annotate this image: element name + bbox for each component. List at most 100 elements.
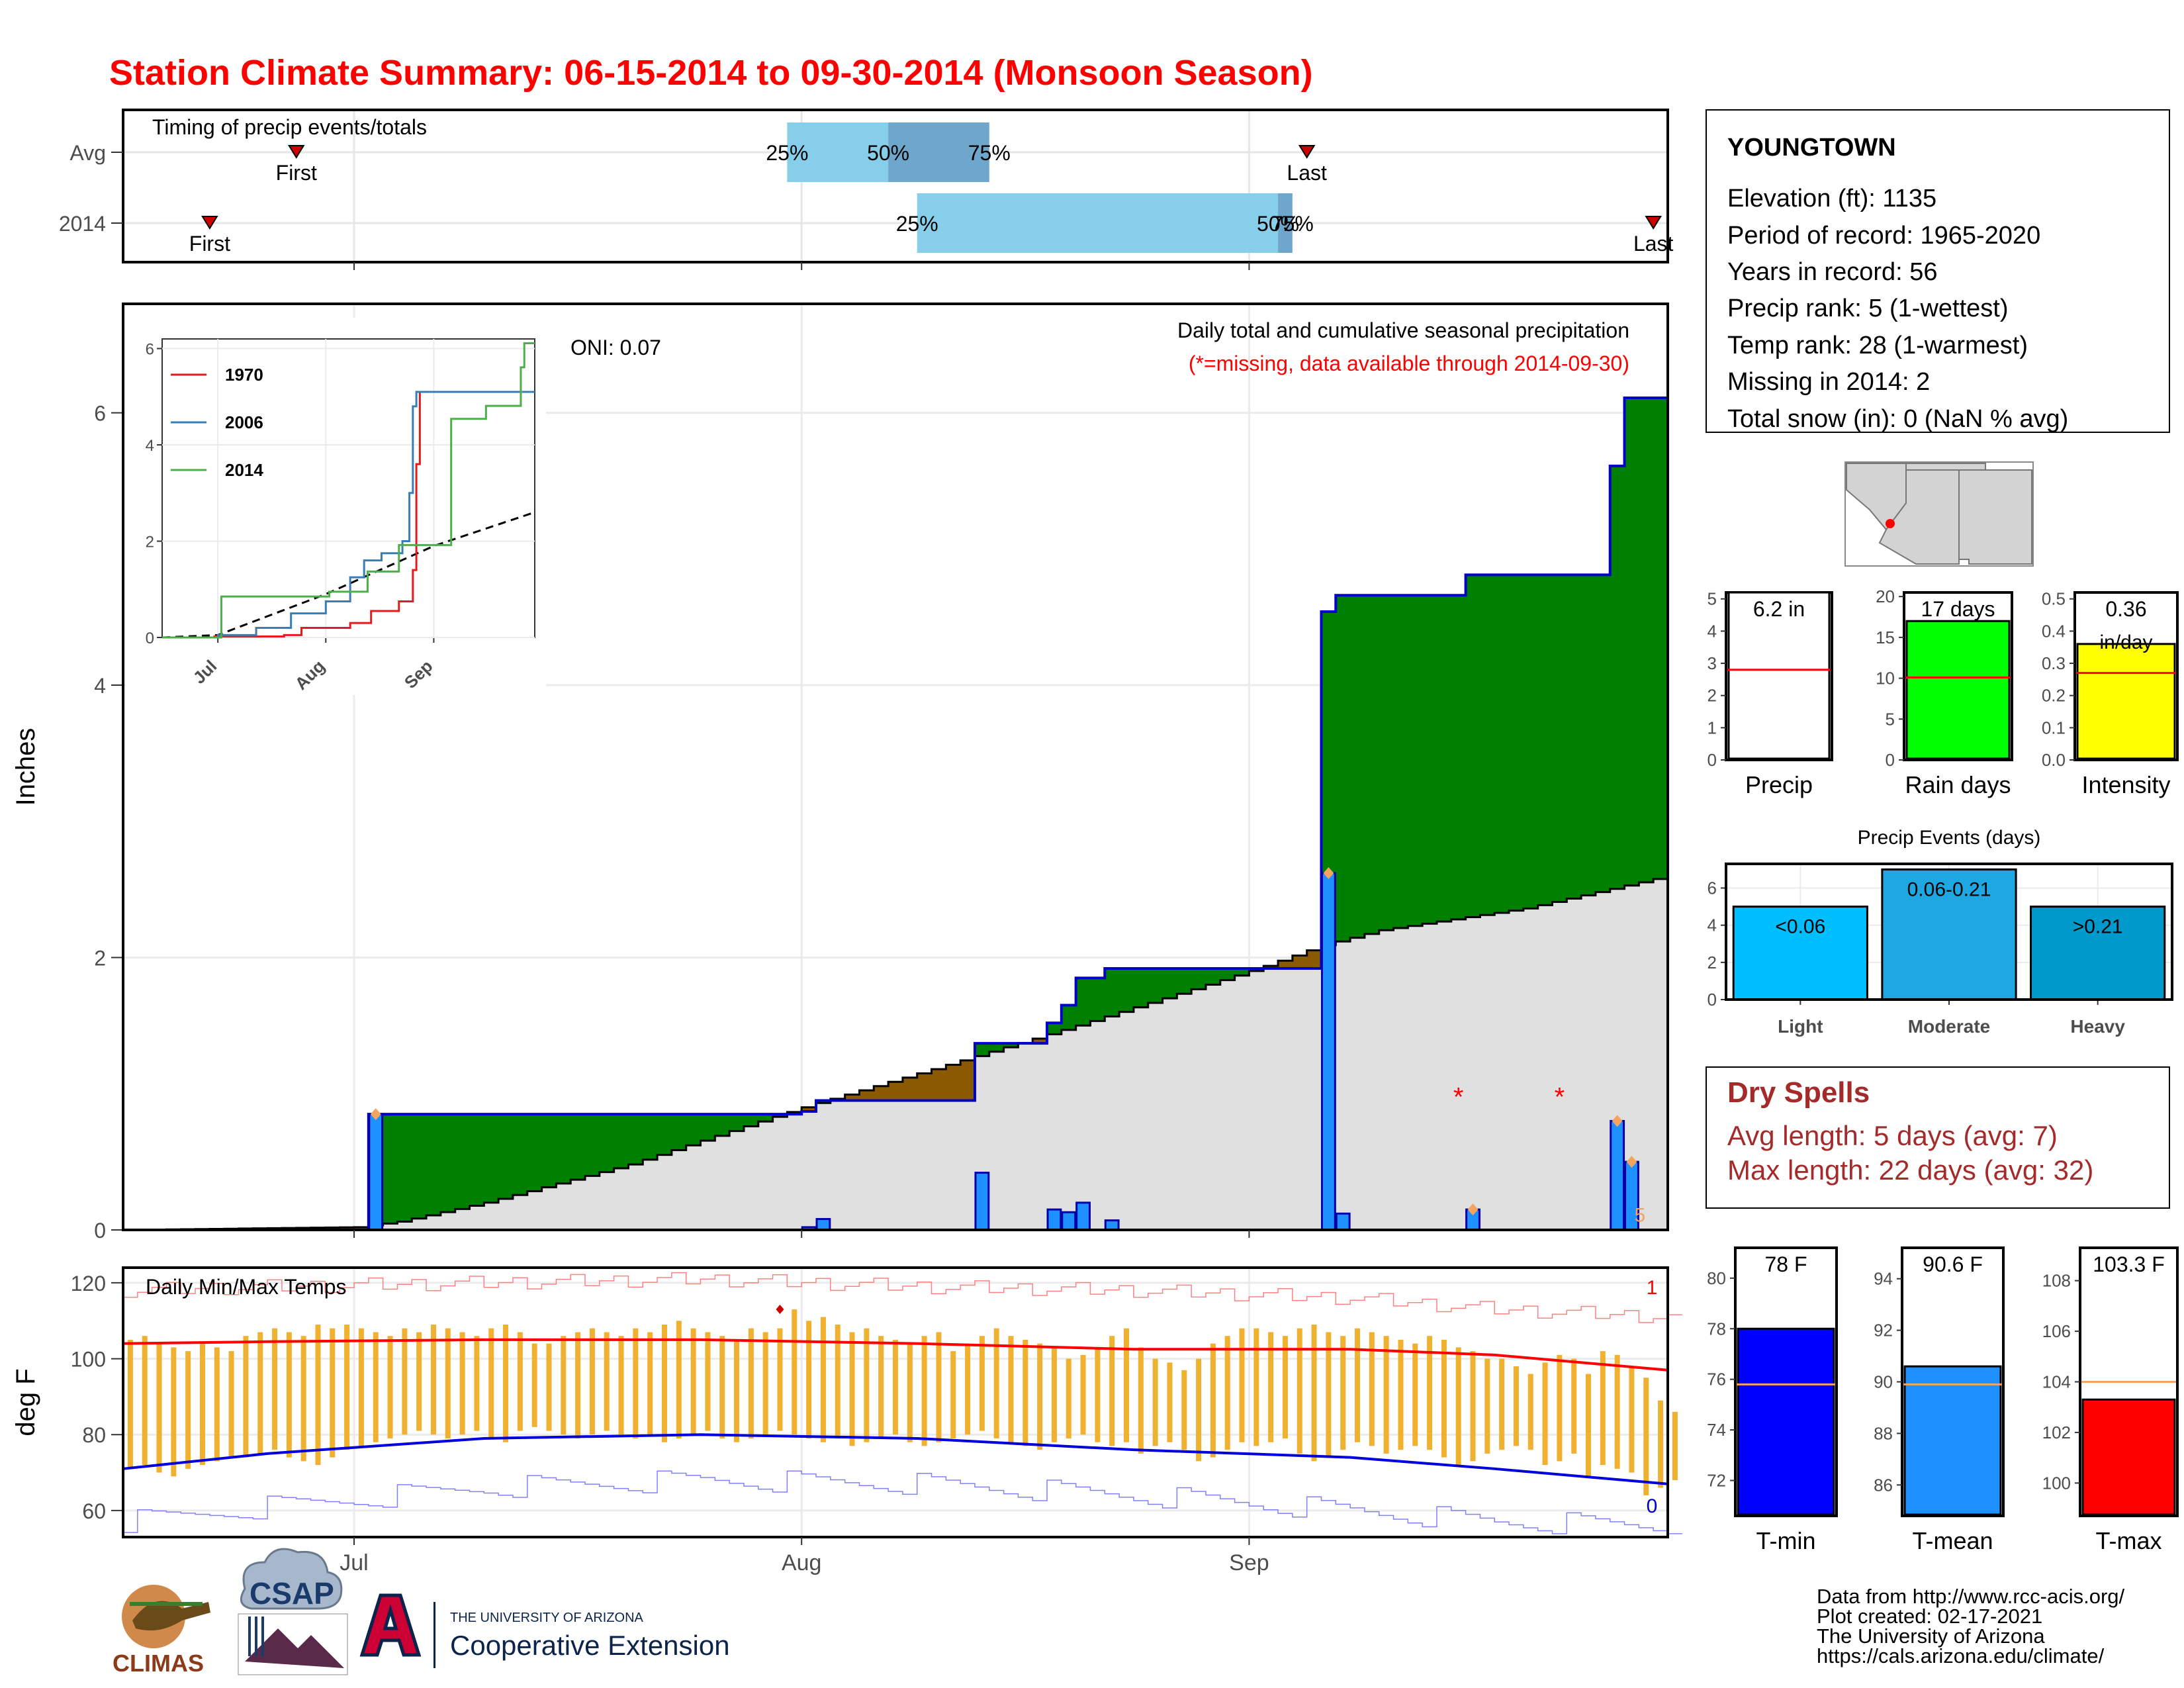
rain-days-y-tick-label: 5 (1886, 709, 1895, 729)
deficit-fill-segment (917, 1073, 933, 1101)
missing-day-marker: * (1555, 1082, 1565, 1111)
main-corner-label: 5 (1635, 1204, 1646, 1226)
map-state-nm (1958, 469, 2032, 565)
daily-temp-bar (792, 1309, 797, 1435)
climo-fill-segment (1133, 1007, 1149, 1230)
daily-precip-bar (1075, 1201, 1091, 1231)
daily-temp-bar (1586, 1374, 1592, 1477)
tmax-value-bar (2081, 1398, 2176, 1516)
deficit-fill-segment (931, 1069, 946, 1101)
inset-climatology-line (161, 511, 535, 639)
daily-temp-bar (142, 1336, 148, 1466)
climo-fill-segment (1205, 984, 1221, 1230)
tmax-y-tick-label: 108 (2042, 1271, 2071, 1291)
surplus-fill-segment (1177, 968, 1192, 994)
climo-fill-segment (1436, 921, 1452, 1230)
timing-row-label: Avg (69, 141, 106, 165)
precip-events-chart: Precip Events (days) 0 2 4 6 <0.06 Light 0.06-0… (1707, 827, 2173, 1037)
surplus-fill-segment (1624, 397, 1639, 886)
surplus-fill-segment (1061, 1005, 1077, 1030)
climo-fill-segment (1581, 895, 1596, 1230)
events-bar-label: 0.06-0.21 (1907, 878, 1991, 900)
daily-temp-bar (1600, 1351, 1606, 1466)
surplus-fill-segment (743, 1114, 759, 1127)
surplus-fill-segment (469, 1114, 484, 1206)
climo-fill-segment (729, 1131, 745, 1230)
surplus-fill-segment (599, 1114, 615, 1172)
inset-y-tick-label: 6 (146, 341, 154, 359)
dry-spells-box: Dry Spells Avg length: 5 days (avg: 7) M… (1706, 1066, 2170, 1209)
daily-temp-bar (1037, 1343, 1043, 1450)
tmax-y-tick-label: 106 (2042, 1321, 2071, 1341)
page-title: Station Climate Summary: 06-15-2014 to 0… (109, 53, 1313, 93)
surplus-fill-segment (1595, 575, 1611, 892)
climo-fill-segment (1537, 905, 1553, 1230)
climo-fill-segment (1393, 928, 1408, 1230)
daily-temp-bar (1282, 1336, 1288, 1438)
daily-temp-bar (1008, 1336, 1014, 1442)
climo-fill-segment (1422, 923, 1437, 1230)
tmin-chart: 72 74 76 78 80 78 F T-min (1707, 1246, 1838, 1554)
climo-fill-segment (772, 1117, 788, 1230)
inset-series-line-1970 (162, 391, 535, 639)
surplus-fill-segment (512, 1114, 528, 1196)
intensity-value-unit: in/day (2099, 632, 2152, 653)
main-title: Daily total and cumulative seasonal prec… (1177, 318, 1629, 342)
deficit-fill-segment (354, 1227, 369, 1230)
surplus-fill-segment (1162, 968, 1177, 999)
inset-series-line-2006 (162, 391, 535, 639)
deficit-fill-segment (859, 1090, 874, 1101)
dry-spells-avg: Avg length: 5 days (avg: 7) (1727, 1120, 2058, 1151)
timing-bar-q50-q75 (888, 122, 989, 182)
climo-fill-segment (743, 1126, 759, 1230)
temps-y-tick-label: 100 (71, 1348, 106, 1372)
footer-line-url: https://cals.arizona.edu/climate/ (1817, 1644, 2105, 1667)
daily-precip-bar (1320, 872, 1336, 1231)
climo-fill-segment (1191, 989, 1206, 1230)
daily-temp-bar (387, 1336, 393, 1438)
inset-y-tick-label: 4 (146, 437, 154, 455)
footer-line-university: The University of Arizona (1817, 1624, 2045, 1648)
tmean-y-tick-label: 88 (1874, 1423, 1893, 1443)
surplus-fill-segment (1350, 595, 1365, 938)
daily-temp-bar (402, 1328, 408, 1435)
surplus-fill-segment (1234, 968, 1250, 976)
temps-title: Daily Min/Max Temps (146, 1275, 346, 1299)
climo-fill-segment (643, 1159, 658, 1230)
deficit-fill-segment (844, 1094, 860, 1101)
intensity-value-bar (2076, 643, 2176, 760)
timing-label-first: First (276, 161, 317, 185)
daily-temp-bar (1455, 1347, 1461, 1466)
daily-temp-bar (1109, 1336, 1115, 1446)
missing-day-marker: * (1453, 1082, 1464, 1111)
climo-fill-segment (1047, 1034, 1062, 1230)
daily-precip-bar (1335, 1212, 1351, 1231)
climo-fill-segment (1263, 968, 1279, 1230)
station-elevation: Elevation (ft): 1135 (1727, 185, 1936, 212)
surplus-fill-segment (1451, 595, 1467, 919)
station-period: Period of record: 1965-2020 (1727, 222, 2040, 250)
rain-days-value-label: 17 days (1921, 597, 1995, 621)
station-info-box: YOUNGTOWN Elevation (ft): 1135 Period of… (1706, 109, 2170, 433)
daily-temp-bar (690, 1328, 696, 1435)
surplus-fill-segment (1105, 968, 1120, 1017)
daily-temp-bar (1051, 1347, 1057, 1442)
daily-temp-bar (315, 1324, 321, 1466)
station-temp-rank: Temp rank: 28 (1-warmest) (1727, 332, 2028, 359)
climo-fill-segment (1350, 937, 1365, 1230)
daily-precip-bar (368, 1113, 384, 1231)
surplus-fill-segment (758, 1114, 774, 1122)
deficit-fill-segment (801, 1107, 817, 1112)
climo-fill-segment (1292, 968, 1308, 1230)
surplus-fill-segment (1075, 978, 1091, 1026)
tmean-y-tick-label: 92 (1874, 1321, 1893, 1340)
daily-precip-bar (1104, 1219, 1120, 1231)
timing-marker-last (1298, 145, 1316, 159)
timing-label-q75: 75% (1271, 212, 1314, 236)
events-x-tick-label: Heavy (2070, 1016, 2125, 1037)
daily-precip-bar (815, 1218, 831, 1231)
daily-temp-bar (1138, 1347, 1144, 1454)
daily-temp-bar (1224, 1336, 1230, 1450)
daily-temp-bar (1080, 1354, 1086, 1435)
